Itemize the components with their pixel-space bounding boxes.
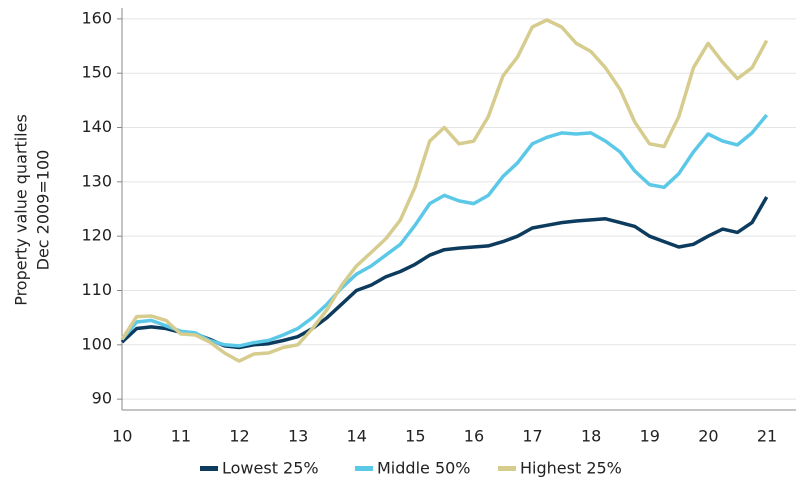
legend-swatch [200, 466, 218, 471]
x-tick-label: 14 [347, 427, 367, 446]
x-tick-label: 17 [522, 427, 542, 446]
x-tick-label: 10 [112, 427, 132, 446]
y-tick-label: 120 [81, 226, 112, 245]
x-tick-label: 12 [229, 427, 249, 446]
legend-swatch [355, 466, 373, 471]
x-tick-label: 19 [640, 427, 660, 446]
x-tick-label: 11 [171, 427, 191, 446]
legend-swatch [498, 466, 516, 471]
y-tick-label: 110 [81, 280, 112, 299]
y-axis-label: Dec 2009=100 [34, 150, 53, 271]
series-line [120, 113, 769, 348]
x-tick-label: 20 [698, 427, 718, 446]
x-tick-label: 15 [405, 427, 425, 446]
y-tick-label: 140 [81, 117, 112, 136]
x-tick-label: 16 [464, 427, 484, 446]
series-line [120, 196, 769, 350]
x-tick-label: 21 [757, 427, 777, 446]
legend-label: Middle 50% [377, 459, 471, 478]
y-tick-label: 160 [81, 8, 112, 27]
legend-label: Highest 25% [520, 459, 622, 478]
x-tick-label: 13 [288, 427, 308, 446]
y-tick-label: 100 [81, 334, 112, 353]
x-tick-label: 18 [581, 427, 601, 446]
legend-label: Lowest 25% [222, 459, 319, 478]
y-axis-label: Property value quartiles [12, 114, 31, 306]
y-tick-label: 150 [81, 63, 112, 82]
y-tick-label: 90 [92, 389, 112, 408]
y-tick-label: 130 [81, 171, 112, 190]
series-line [120, 18, 769, 363]
